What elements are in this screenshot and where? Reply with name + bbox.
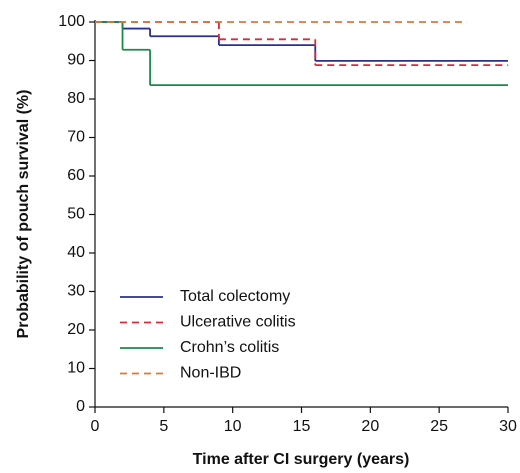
- x-tick-label: 0: [91, 418, 100, 435]
- y-tick-label: 100: [58, 13, 85, 30]
- x-tick-label: 10: [224, 418, 242, 435]
- y-tick-label: 70: [67, 129, 85, 146]
- legend-label: Total colectomy: [180, 288, 290, 305]
- x-tick-label: 25: [430, 418, 448, 435]
- x-tick-label: 15: [293, 418, 311, 435]
- legend-label: Ulcerative colitis: [180, 314, 296, 331]
- y-tick-label: 40: [67, 244, 85, 261]
- x-tick-label: 20: [361, 418, 379, 435]
- legend-label: Non-IBD: [180, 365, 241, 382]
- y-tick-label: 20: [67, 321, 85, 338]
- x-tick-label: 30: [499, 418, 517, 435]
- y-axis-title: Probability of pouch survival (%): [15, 90, 32, 339]
- y-tick-label: 10: [67, 360, 85, 377]
- y-tick-label: 0: [76, 398, 85, 415]
- y-tick-label: 90: [67, 52, 85, 69]
- x-axis-title: Time after CI surgery (years): [193, 451, 410, 468]
- y-tick-label: 50: [67, 206, 85, 223]
- y-tick-label: 60: [67, 167, 85, 184]
- y-tick-label: 80: [67, 90, 85, 107]
- legend-label: Crohn’s colitis: [180, 339, 279, 356]
- y-tick-label: 30: [67, 283, 85, 300]
- x-tick-label: 5: [159, 418, 168, 435]
